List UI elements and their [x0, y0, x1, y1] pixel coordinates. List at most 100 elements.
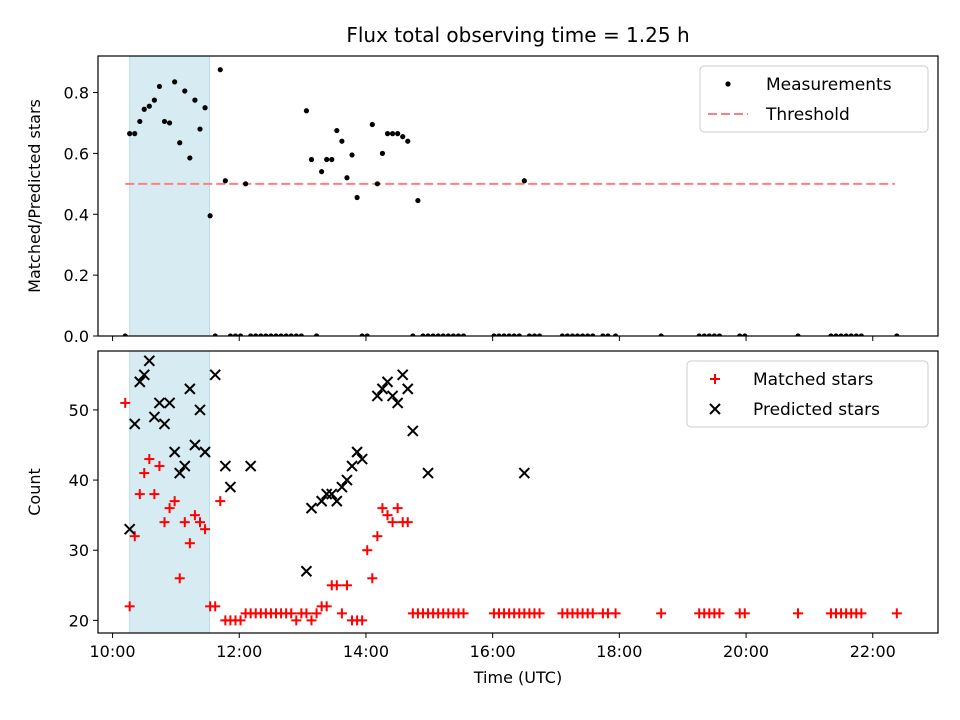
matched-star-point [164, 503, 175, 514]
predicted-star-point [138, 369, 150, 381]
y-tick-label: 0.8 [64, 84, 89, 103]
measurement-point [521, 178, 527, 184]
measurement-point [516, 333, 522, 336]
predicted-star-point [194, 404, 206, 416]
measurement-point [172, 79, 178, 85]
measurement-point [858, 333, 864, 336]
predicted-star-point [315, 495, 328, 507]
measurement-point [564, 333, 571, 336]
predicted-star-point [371, 390, 384, 402]
matched-star-point [739, 608, 750, 619]
predicted-star-point [356, 453, 368, 465]
matched-star-point [291, 615, 302, 626]
matched-star-point [357, 615, 368, 626]
predicted-star-point [341, 474, 353, 486]
measurement-point [146, 103, 152, 109]
measurement-point [658, 333, 664, 336]
measurement-point [894, 333, 900, 336]
matched-star-point [321, 601, 332, 612]
matched-star-point [341, 580, 352, 591]
measurement-point [313, 333, 320, 336]
measurement-point [848, 333, 854, 336]
measurement-point [706, 333, 712, 336]
measurement-point [151, 97, 157, 103]
x-tick-label: 12:00 [216, 642, 262, 661]
x-tick-label: 10:00 [90, 642, 136, 661]
measurement-point [217, 67, 223, 73]
y-tick-label: 20 [69, 611, 89, 630]
measurement-point [344, 175, 350, 181]
measurement-point [303, 108, 310, 114]
measurement-point [278, 333, 284, 336]
predicted-star-point [244, 460, 257, 472]
measurement-point [612, 333, 619, 336]
matched-star-point [387, 517, 398, 528]
measurement-point [580, 333, 586, 336]
predicted-star-point [326, 488, 338, 500]
measurement-point [501, 333, 507, 336]
measurement-point [559, 333, 565, 336]
y-tick-label: 0.2 [64, 266, 89, 285]
measurement-point [430, 333, 436, 336]
legend: Matched stars Predicted stars [686, 360, 929, 428]
measurement-point [329, 156, 335, 163]
measurement-point [585, 333, 591, 336]
predicted-star-point [189, 439, 201, 451]
matched-star-point [210, 601, 221, 612]
predicted-star-point [396, 369, 409, 381]
predicted-star-point [336, 481, 348, 493]
measurement-point [127, 131, 133, 137]
legend-entry-label: Matched stars [753, 370, 873, 390]
legend-entry-label: Measurements [766, 75, 892, 95]
measurement-point [334, 127, 340, 134]
measurement-point [141, 106, 147, 112]
matched-star-point [139, 468, 150, 479]
predicted-star-point [305, 502, 318, 514]
y-tick-label: 40 [69, 471, 89, 490]
matched-star-point [311, 608, 322, 619]
measurement-point [298, 333, 304, 336]
matched-star-point [891, 608, 902, 619]
measurement-point [531, 333, 538, 336]
measurement-point [263, 333, 269, 336]
legend-entry-label: Predicted stars [753, 400, 880, 420]
measurement-point [187, 155, 193, 161]
matched-star-point [793, 608, 803, 619]
measurement-point [197, 126, 203, 132]
measurement-point [701, 333, 707, 336]
predicted-star-point [300, 565, 313, 577]
measurement-point [536, 333, 543, 336]
matched-star-point [124, 601, 135, 612]
x-tick-label: 18:00 [596, 642, 642, 661]
measurement-point [374, 181, 380, 187]
predicted-star-point [219, 460, 232, 472]
measurement-point [369, 121, 375, 128]
measurement-point [122, 333, 128, 336]
measurement-point [450, 333, 456, 336]
measurement-point [359, 333, 365, 336]
y-tick-label: 0.4 [64, 205, 89, 224]
predicted-star-point [422, 467, 434, 479]
matched-star-point [154, 461, 165, 472]
measurement-point [833, 333, 839, 336]
x-tick-label: 22:00 [850, 642, 896, 661]
predicted-star-point [331, 495, 343, 507]
top-panel: 0.0 0.2 0.4 0.6 0.8 Matched/Predicted stars Me… [25, 55, 939, 346]
matched-star-point [362, 545, 373, 556]
predicted-star-point [199, 446, 211, 458]
predicted-star-point [129, 418, 141, 430]
highlight-span [129, 350, 210, 634]
measurement-point [349, 152, 355, 158]
measurement-point [319, 169, 325, 175]
matched-star-point [120, 397, 131, 408]
measurement-point [232, 333, 239, 336]
measurement-point [288, 333, 294, 336]
predicted-star-point [407, 425, 419, 437]
matched-star-point [174, 573, 185, 584]
predicted-star-point [391, 397, 404, 409]
measurement-point [590, 333, 596, 336]
matched-star-point [286, 608, 297, 619]
measurement-point [425, 333, 431, 336]
matched-star-point [336, 608, 347, 619]
predicted-star-point [153, 397, 166, 409]
